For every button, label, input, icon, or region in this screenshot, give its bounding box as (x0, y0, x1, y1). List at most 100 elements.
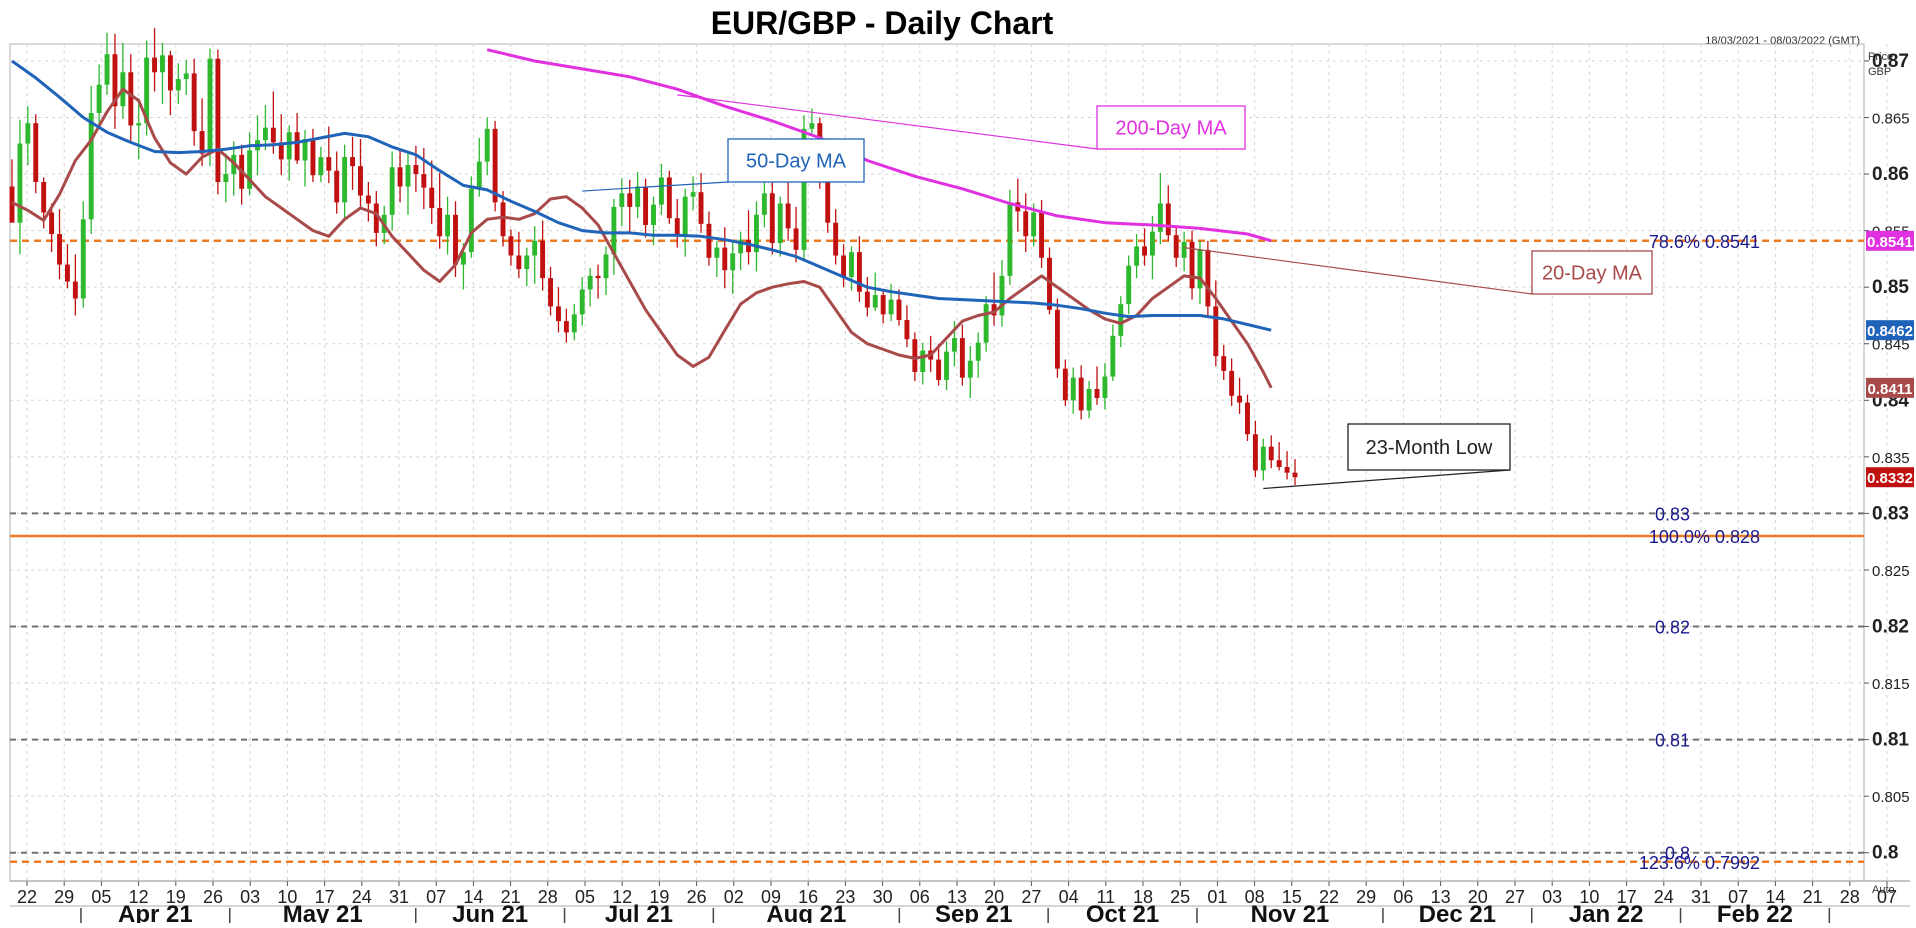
x-day-label: 29 (54, 887, 74, 907)
x-day-label: 13 (947, 887, 967, 907)
level-label: 0.8 (1665, 844, 1690, 864)
candle-body (706, 223, 712, 258)
x-day-label: 24 (352, 887, 372, 907)
candle-body (350, 157, 356, 167)
candle-body (1221, 356, 1227, 371)
x-month-label: Feb 22 (1717, 901, 1793, 923)
candle-body (9, 186, 15, 223)
candle-body (247, 150, 253, 189)
x-day-label: 20 (1468, 887, 1488, 907)
annotation-pointer (582, 181, 729, 192)
candle-body (682, 196, 688, 237)
candle-body (1007, 202, 1013, 276)
candle-body (983, 304, 989, 343)
x-day-label: 06 (1393, 887, 1413, 907)
candle-body (1126, 265, 1132, 305)
x-month-label: Oct 21 (1086, 901, 1159, 923)
candle-body (825, 170, 831, 223)
x-day-label: 29 (1356, 887, 1376, 907)
candle-body (1102, 376, 1108, 399)
candle-body (801, 128, 807, 250)
annotation-label: 200-Day MA (1115, 118, 1227, 140)
candle-body (310, 139, 316, 176)
x-day-label: 28 (538, 887, 558, 907)
candle-body (223, 174, 229, 182)
candle-body (1110, 335, 1116, 377)
annotation-label: 50-Day MA (746, 151, 847, 173)
candle-body (429, 187, 435, 209)
x-month-label: Jan 22 (1569, 901, 1644, 923)
candle-body (334, 170, 340, 203)
candle-body (587, 275, 593, 290)
candle-body (754, 214, 759, 253)
candle-body (1245, 402, 1250, 435)
candle-body (318, 157, 324, 176)
x-day-label: 21 (1803, 887, 1823, 907)
annotation-pointer (1184, 246, 1533, 295)
x-month-label: Aug 21 (766, 901, 846, 923)
auto-scale-label[interactable]: Auto (1872, 884, 1895, 896)
candle-body (72, 281, 78, 299)
candle-body (468, 188, 474, 253)
y-tick-label: 0.86 (1872, 164, 1909, 185)
candle-body (761, 193, 767, 215)
candle-body (104, 54, 110, 85)
x-day-label: 18 (1133, 887, 1153, 907)
candle-body (373, 203, 379, 233)
candle-body (1213, 306, 1219, 357)
y-tick-label: 0.82 (1872, 617, 1909, 638)
candle-body (975, 342, 981, 361)
moving-averages (11, 48, 1273, 389)
candle-body (841, 255, 847, 278)
annotation-box (727, 138, 865, 183)
candle-body (1237, 395, 1243, 403)
price-tag-label: 0.8541 (1867, 234, 1913, 251)
candle-body (508, 236, 514, 256)
candle-body (17, 143, 23, 223)
candle-body (532, 240, 538, 256)
candle-body (437, 208, 443, 237)
x-month-label: Jul 21 (605, 901, 673, 923)
candle-body (967, 360, 973, 378)
candle-body (294, 132, 300, 161)
x-day-label: 06 (910, 887, 930, 907)
y-tick-label: 0.83 (1872, 503, 1909, 524)
candle-body (730, 253, 736, 271)
annotation-label: 20-Day MA (1542, 263, 1643, 285)
candle-body (571, 314, 577, 333)
candle-body (278, 142, 284, 160)
candle-body (460, 252, 466, 265)
candle-body (453, 214, 458, 265)
candle-body (619, 193, 625, 207)
candle-body (326, 157, 332, 171)
candle-body (738, 239, 744, 254)
x-day-label: 27 (1021, 887, 1041, 907)
level-label: 0.83 (1655, 504, 1690, 524)
x-day-label: 17 (315, 887, 335, 907)
y-tick-label: 0.815 (1872, 676, 1910, 693)
ma20-line (11, 87, 1273, 389)
candle-body (920, 350, 926, 373)
candle-body (1023, 211, 1029, 237)
candle-body (999, 275, 1005, 316)
candle-body (714, 247, 720, 258)
candle-body (563, 321, 569, 333)
candle-body (57, 234, 62, 265)
candle-body (1189, 241, 1195, 289)
candle-body (809, 123, 815, 129)
x-day-label: 03 (240, 887, 260, 907)
x-day-label: 14 (463, 887, 483, 907)
candle-body (1252, 434, 1258, 471)
x-day-label: 20 (984, 887, 1004, 907)
candle-body (1181, 241, 1187, 258)
x-day-label: 24 (1654, 887, 1674, 907)
x-day-label: 17 (1617, 887, 1637, 907)
x-day-label: 22 (1319, 887, 1339, 907)
candle-body (722, 247, 728, 271)
candle-body (666, 177, 672, 219)
candle-body (793, 228, 799, 250)
y-tick-label: 0.8 (1872, 843, 1898, 864)
candle-body (413, 165, 419, 175)
candle-body (1173, 235, 1179, 258)
